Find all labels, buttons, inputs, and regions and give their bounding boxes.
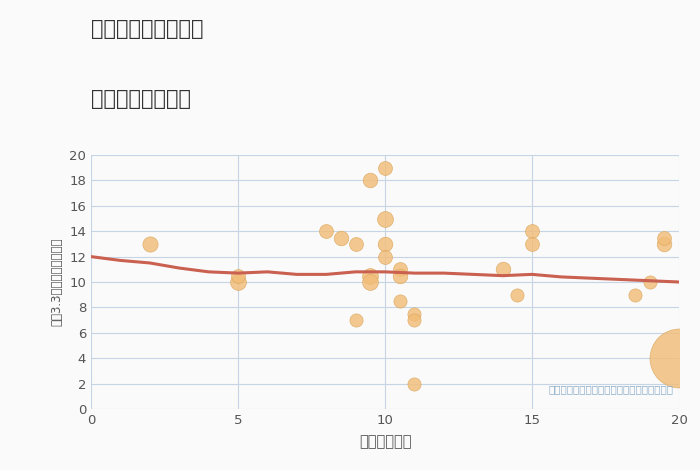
X-axis label: 駅距離（分）: 駅距離（分）: [358, 434, 412, 449]
Text: 円の大きさは、取引のあった物件面積を示す: 円の大きさは、取引のあった物件面積を示す: [548, 384, 673, 394]
Point: [379, 253, 391, 260]
Point: [365, 177, 376, 184]
Point: [644, 278, 655, 286]
Point: [526, 227, 538, 235]
Point: [394, 272, 405, 279]
Point: [409, 380, 420, 387]
Point: [350, 240, 361, 248]
Point: [232, 272, 244, 279]
Point: [673, 354, 685, 362]
Point: [659, 234, 670, 241]
Point: [232, 278, 244, 286]
Point: [350, 316, 361, 324]
Point: [379, 164, 391, 172]
Point: [379, 215, 391, 222]
Point: [335, 234, 346, 241]
Point: [526, 240, 538, 248]
Point: [409, 316, 420, 324]
Point: [365, 278, 376, 286]
Point: [144, 240, 155, 248]
Point: [512, 291, 523, 298]
Point: [659, 240, 670, 248]
Point: [409, 310, 420, 318]
Point: [629, 291, 641, 298]
Text: 駅距離別土地価格: 駅距離別土地価格: [91, 89, 191, 110]
Y-axis label: 坪（3.3㎡）単価（万円）: 坪（3.3㎡）単価（万円）: [50, 238, 64, 326]
Point: [394, 266, 405, 273]
Text: 福岡県宗像市王丸の: 福岡県宗像市王丸の: [91, 19, 204, 39]
Point: [379, 240, 391, 248]
Point: [321, 227, 332, 235]
Point: [394, 297, 405, 305]
Point: [497, 266, 508, 273]
Point: [365, 272, 376, 279]
